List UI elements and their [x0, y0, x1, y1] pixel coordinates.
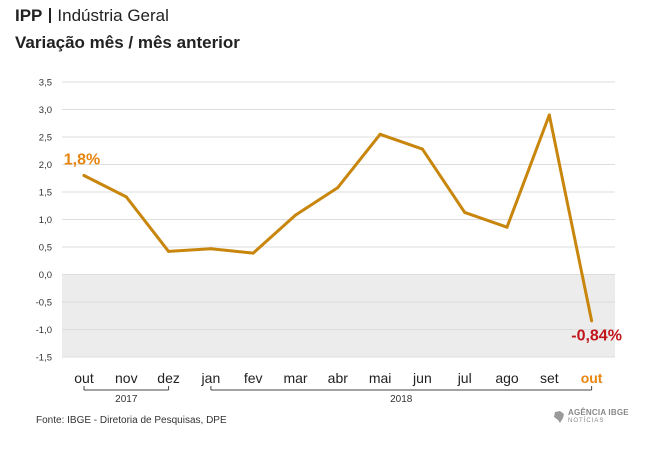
- logo-line-2: NOTÍCIAS: [568, 418, 605, 424]
- y-tick-label: -1,0: [36, 325, 52, 336]
- chart-subtitle: Variação mês / mês anterior: [15, 33, 240, 52]
- data-point: [590, 319, 594, 323]
- x-tick-label: jun: [412, 370, 432, 386]
- x-tick-label: abr: [328, 370, 349, 386]
- x-tick-label: fev: [244, 370, 263, 386]
- x-tick-label: mai: [369, 370, 392, 386]
- x-tick-label: out: [74, 370, 94, 386]
- x-tick-label: jan: [201, 370, 221, 386]
- agencia-ibge-logo: AGÊNCIA IBGE NOTÍCIAS: [553, 409, 629, 425]
- x-tick-label: jul: [457, 370, 472, 386]
- y-tick-label: -1,5: [36, 353, 52, 364]
- y-tick-label: 2,5: [39, 133, 52, 144]
- data-point: [463, 210, 467, 214]
- y-tick-label: 1,5: [39, 188, 52, 199]
- x-tick-label: nov: [115, 370, 138, 386]
- data-point: [420, 147, 424, 151]
- year-label: 2017: [115, 394, 138, 405]
- y-tick-label: 0,5: [39, 243, 52, 254]
- y-tick-label: -0,5: [36, 298, 52, 309]
- data-point: [378, 132, 382, 136]
- y-tick-label: 2,0: [39, 160, 52, 171]
- data-point: [294, 213, 297, 217]
- data-point: [336, 186, 340, 190]
- logo-line-1: AGÊNCIA IBGE: [568, 408, 629, 417]
- data-point: [547, 113, 551, 117]
- x-tick-label: dez: [157, 370, 180, 386]
- data-label-first: 1,8%: [64, 152, 100, 169]
- data-point: [251, 251, 255, 255]
- title-separator: [49, 8, 52, 23]
- data-label-last: -0,84%: [571, 328, 622, 345]
- data-point: [124, 195, 128, 199]
- data-point: [167, 249, 171, 253]
- data-point: [505, 225, 509, 229]
- y-tick-label: 1,0: [39, 215, 52, 226]
- y-tick-label: 3,0: [39, 105, 52, 116]
- x-tick-label: out: [581, 370, 603, 386]
- brazil-map-icon: [554, 411, 564, 423]
- x-tick-label: ago: [495, 370, 519, 386]
- title-main: IPP: [15, 6, 43, 25]
- chart-title: IPP Indústria Geral: [15, 6, 169, 26]
- y-tick-label: 0,0: [39, 270, 52, 281]
- year-label: 2018: [390, 394, 413, 405]
- title-sub: Indústria Geral: [57, 6, 169, 25]
- data-point: [82, 174, 86, 177]
- y-tick-label: 3,5: [39, 78, 52, 89]
- x-tick-label: mar: [283, 370, 307, 386]
- data-point: [209, 247, 213, 251]
- negative-band: [62, 274, 615, 357]
- x-tick-label: set: [540, 370, 559, 386]
- source-note: Fonte: IBGE - Diretoria de Pesquisas, DP…: [36, 415, 227, 426]
